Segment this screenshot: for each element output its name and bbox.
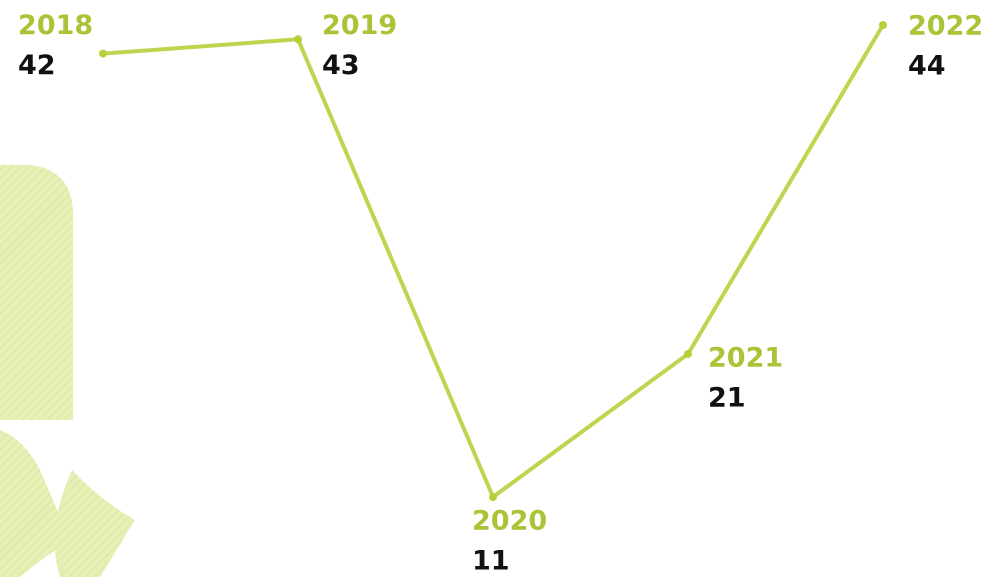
decoration — [0, 165, 136, 577]
point — [684, 349, 692, 358]
value-label: 44 — [908, 51, 946, 82]
value-label: 42 — [18, 50, 56, 81]
point — [99, 49, 107, 58]
point — [879, 21, 887, 29]
point — [294, 35, 302, 44]
line — [102, 23, 885, 499]
year-label: 2020 — [472, 506, 547, 537]
year-label: 2018 — [18, 10, 93, 41]
point — [489, 493, 497, 501]
value-label: 43 — [322, 50, 360, 81]
year-label: 2019 — [322, 10, 397, 41]
year-label: 2022 — [908, 11, 982, 42]
plot-area: 2018 42 2019 43 2020 11 2021 21 2022 44 — [18, 10, 982, 577]
value-label: 11 — [472, 546, 510, 577]
value-label: 21 — [708, 382, 746, 413]
year-label: 2021 — [708, 342, 783, 373]
